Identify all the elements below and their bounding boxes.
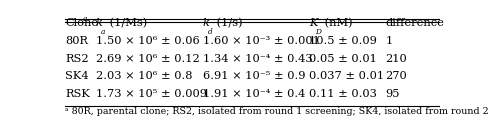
Text: a: a bbox=[83, 15, 87, 23]
Text: k: k bbox=[203, 18, 210, 28]
Text: D: D bbox=[315, 28, 321, 36]
Text: SK4: SK4 bbox=[65, 71, 89, 81]
Text: a: a bbox=[101, 28, 105, 36]
Text: 2.03 × 10⁶ ± 0.8: 2.03 × 10⁶ ± 0.8 bbox=[96, 71, 192, 81]
Text: k: k bbox=[96, 18, 103, 28]
Text: difference: difference bbox=[386, 18, 444, 28]
Text: d: d bbox=[208, 28, 213, 36]
Text: 2.69 × 10⁶ ± 0.12: 2.69 × 10⁶ ± 0.12 bbox=[96, 54, 200, 64]
Text: 1: 1 bbox=[386, 36, 393, 46]
Text: (nM): (nM) bbox=[321, 18, 352, 28]
Text: (1/Ms): (1/Ms) bbox=[106, 18, 148, 28]
Text: 0.11 ± 0.03: 0.11 ± 0.03 bbox=[309, 89, 377, 99]
Text: 0.037 ± 0.01: 0.037 ± 0.01 bbox=[309, 71, 384, 81]
Text: 1.50 × 10⁶ ± 0.06: 1.50 × 10⁶ ± 0.06 bbox=[96, 36, 200, 46]
Text: RSK: RSK bbox=[65, 89, 90, 99]
Text: ᵃ 80R, parental clone; RS2, isolated from round 1 screening; SK4, isolated from : ᵃ 80R, parental clone; RS2, isolated fro… bbox=[65, 107, 489, 116]
Text: 210: 210 bbox=[386, 54, 407, 64]
Text: (1/s): (1/s) bbox=[213, 18, 243, 28]
Text: 1.60 × 10⁻³ ± 0.001: 1.60 × 10⁻³ ± 0.001 bbox=[203, 36, 319, 46]
Text: RS2: RS2 bbox=[65, 54, 89, 64]
Text: 95: 95 bbox=[386, 89, 400, 99]
Text: 1.91 × 10⁻⁴ ± 0.4: 1.91 × 10⁻⁴ ± 0.4 bbox=[203, 89, 305, 99]
Text: 1.73 × 10⁵ ± 0.009: 1.73 × 10⁵ ± 0.009 bbox=[96, 89, 207, 99]
Text: 1.34 × 10⁻⁴ ± 0.43: 1.34 × 10⁻⁴ ± 0.43 bbox=[203, 54, 312, 64]
Text: K: K bbox=[309, 18, 318, 28]
Text: 80R: 80R bbox=[65, 36, 88, 46]
Text: Clone: Clone bbox=[65, 18, 98, 28]
Text: 270: 270 bbox=[386, 71, 407, 81]
Text: 6.91 × 10⁻⁵ ± 0.9: 6.91 × 10⁻⁵ ± 0.9 bbox=[203, 71, 305, 81]
Text: 0.05 ± 0.01: 0.05 ± 0.01 bbox=[309, 54, 377, 64]
Text: 10.5 ± 0.09: 10.5 ± 0.09 bbox=[309, 36, 377, 46]
